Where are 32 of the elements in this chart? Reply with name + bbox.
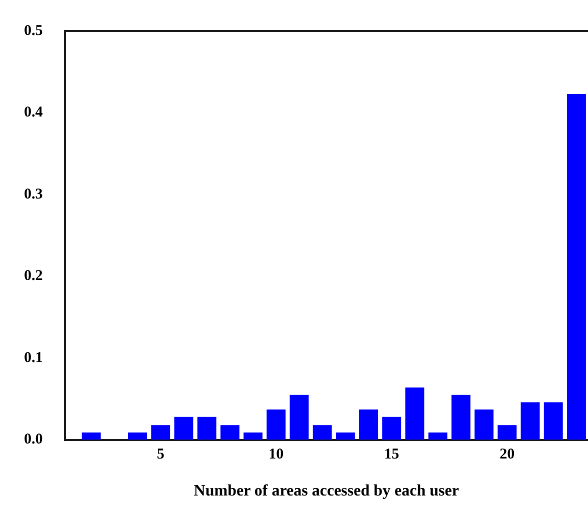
y-tick-label: 0.4	[24, 104, 44, 121]
bar	[544, 402, 563, 440]
bar	[151, 425, 170, 440]
y-tick-label: 0.3	[24, 186, 43, 202]
bar	[197, 416, 216, 440]
bar	[498, 425, 517, 440]
bar	[336, 432, 355, 440]
y-tick-label: 0.0	[24, 432, 43, 448]
bar	[382, 416, 402, 440]
bar	[244, 432, 262, 440]
bar	[474, 410, 494, 440]
bar	[312, 425, 332, 440]
y-tick-label: 0.1	[24, 350, 43, 366]
bar	[220, 425, 240, 440]
x-tick-label: 15	[384, 446, 400, 463]
y-tick-label: 0.5	[24, 22, 43, 39]
bar	[520, 402, 540, 440]
bar	[428, 432, 448, 440]
bar	[405, 387, 424, 440]
x-axis-title: Number of areas accessed by each user	[194, 482, 459, 500]
bar	[290, 394, 309, 440]
bar	[174, 416, 194, 440]
y-tick-label: 0.2	[24, 268, 43, 284]
bar	[451, 394, 470, 440]
x-tick-label: 20	[500, 446, 515, 463]
bar	[359, 410, 378, 440]
bar	[128, 432, 147, 440]
bar	[82, 432, 101, 440]
x-tick-label: 10	[268, 446, 284, 463]
bar	[266, 410, 286, 440]
x-tick-label: 5	[156, 446, 164, 463]
bar	[566, 94, 586, 440]
